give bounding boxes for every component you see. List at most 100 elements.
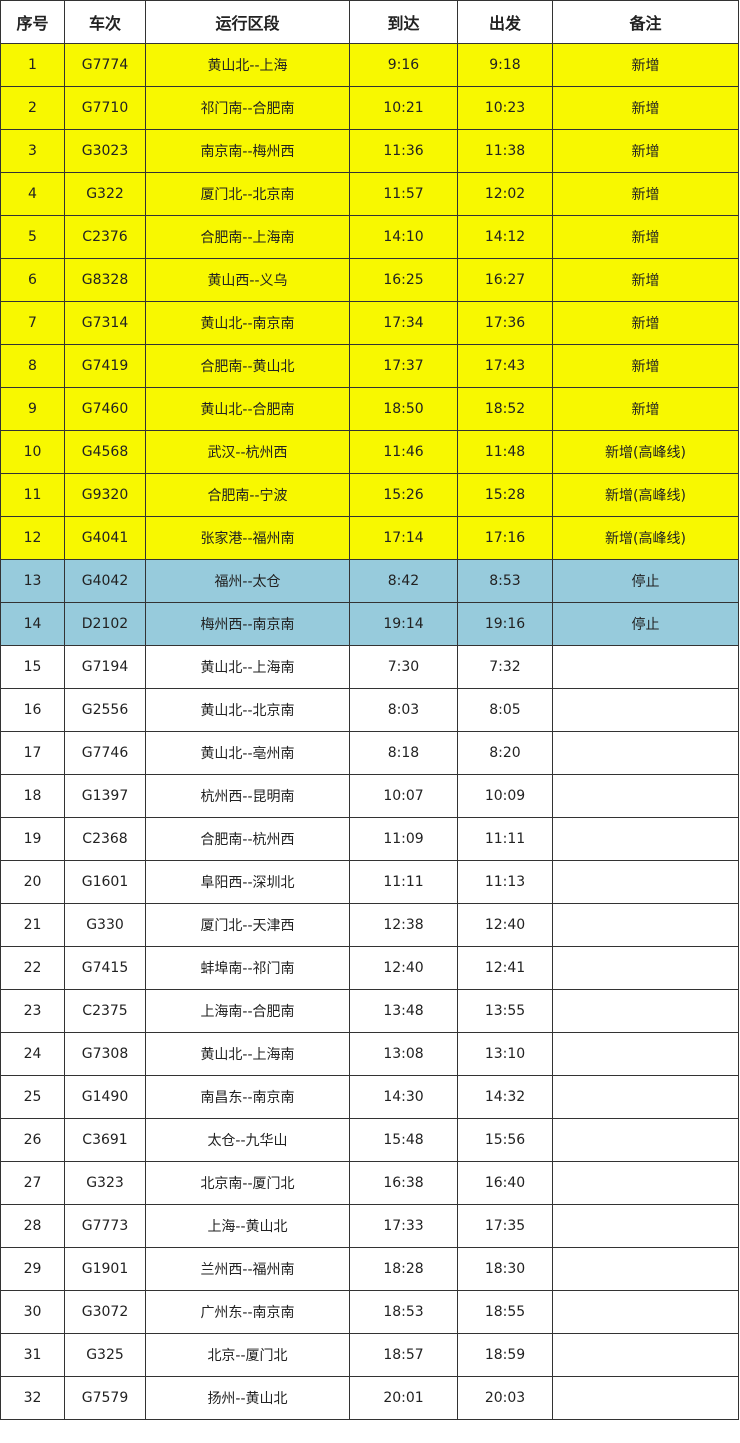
- cell-arrival: 13:08: [349, 1032, 458, 1076]
- cell-remark: [552, 645, 739, 689]
- cell-arrival: 13:48: [349, 989, 458, 1033]
- cell-route: 黄山北--上海南: [145, 1032, 350, 1076]
- cell-route: 合肥南--宁波: [145, 473, 350, 517]
- cell-train-number: G7579: [64, 1376, 146, 1420]
- cell-departure: 18:59: [457, 1333, 553, 1377]
- cell-train-number: G1490: [64, 1075, 146, 1119]
- cell-index: 30: [0, 1290, 65, 1334]
- cell-departure: 12:02: [457, 172, 553, 216]
- cell-route: 扬州--黄山北: [145, 1376, 350, 1420]
- cell-route: 上海--黄山北: [145, 1204, 350, 1248]
- cell-route: 梅州西--南京南: [145, 602, 350, 646]
- cell-arrival: 15:26: [349, 473, 458, 517]
- cell-departure: 12:40: [457, 903, 553, 947]
- cell-index: 31: [0, 1333, 65, 1377]
- cell-arrival: 17:33: [349, 1204, 458, 1248]
- cell-index: 23: [0, 989, 65, 1033]
- cell-route: 杭州西--昆明南: [145, 774, 350, 818]
- table-row: 6 G8328 黄山西--义乌 16:25 16:27 新增: [0, 258, 739, 302]
- cell-departure: 10:09: [457, 774, 553, 818]
- cell-departure: 18:30: [457, 1247, 553, 1291]
- cell-arrival: 14:10: [349, 215, 458, 259]
- cell-index: 9: [0, 387, 65, 431]
- table-row: 10 G4568 武汉--杭州西 11:46 11:48 新增(高峰线): [0, 430, 739, 474]
- cell-departure: 11:48: [457, 430, 553, 474]
- cell-arrival: 11:09: [349, 817, 458, 861]
- cell-remark: [552, 1075, 739, 1119]
- cell-index: 25: [0, 1075, 65, 1119]
- cell-index: 22: [0, 946, 65, 990]
- table-row: 20 G1601 阜阳西--深圳北 11:11 11:13: [0, 860, 739, 904]
- table-row: 32 G7579 扬州--黄山北 20:01 20:03: [0, 1376, 739, 1420]
- cell-route: 南昌东--南京南: [145, 1075, 350, 1119]
- cell-departure: 11:13: [457, 860, 553, 904]
- cell-index: 24: [0, 1032, 65, 1076]
- cell-index: 11: [0, 473, 65, 517]
- table-row: 28 G7773 上海--黄山北 17:33 17:35: [0, 1204, 739, 1248]
- cell-index: 32: [0, 1376, 65, 1420]
- cell-departure: 11:38: [457, 129, 553, 173]
- cell-remark: [552, 1161, 739, 1205]
- cell-index: 26: [0, 1118, 65, 1162]
- cell-train-number: G7460: [64, 387, 146, 431]
- cell-route: 蚌埠南--祁门南: [145, 946, 350, 990]
- cell-arrival: 18:50: [349, 387, 458, 431]
- cell-remark: [552, 1247, 739, 1291]
- cell-remark: 新增(高峰线): [552, 473, 739, 517]
- table-row: 30 G3072 广州东--南京南 18:53 18:55: [0, 1290, 739, 1334]
- cell-departure: 16:40: [457, 1161, 553, 1205]
- cell-arrival: 17:37: [349, 344, 458, 388]
- cell-remark: 停止: [552, 559, 739, 603]
- cell-departure: 8:20: [457, 731, 553, 775]
- header-row: 序号 车次 运行区段 到达 出发 备注: [0, 0, 739, 44]
- cell-train-number: G4042: [64, 559, 146, 603]
- cell-route: 黄山西--义乌: [145, 258, 350, 302]
- header-remark: 备注: [552, 0, 739, 44]
- cell-index: 20: [0, 860, 65, 904]
- cell-departure: 18:55: [457, 1290, 553, 1334]
- table-row: 15 G7194 黄山北--上海南 7:30 7:32: [0, 645, 739, 689]
- cell-remark: 新增: [552, 129, 739, 173]
- cell-remark: 新增(高峰线): [552, 516, 739, 560]
- cell-route: 祁门南--合肥南: [145, 86, 350, 130]
- cell-route: 张家港--福州南: [145, 516, 350, 560]
- cell-remark: [552, 1204, 739, 1248]
- cell-index: 27: [0, 1161, 65, 1205]
- cell-route: 北京南--厦门北: [145, 1161, 350, 1205]
- cell-index: 2: [0, 86, 65, 130]
- cell-departure: 9:18: [457, 43, 553, 87]
- cell-route: 太仓--九华山: [145, 1118, 350, 1162]
- cell-train-number: G323: [64, 1161, 146, 1205]
- cell-train-number: G2556: [64, 688, 146, 732]
- cell-remark: 新增: [552, 301, 739, 345]
- table-row: 13 G4042 福州--太仓 8:42 8:53 停止: [0, 559, 739, 603]
- cell-departure: 17:43: [457, 344, 553, 388]
- cell-train-number: C2375: [64, 989, 146, 1033]
- cell-departure: 8:53: [457, 559, 553, 603]
- cell-route: 上海南--合肥南: [145, 989, 350, 1033]
- cell-arrival: 11:46: [349, 430, 458, 474]
- cell-index: 21: [0, 903, 65, 947]
- table-row: 18 G1397 杭州西--昆明南 10:07 10:09: [0, 774, 739, 818]
- cell-departure: 15:56: [457, 1118, 553, 1162]
- cell-index: 15: [0, 645, 65, 689]
- table-row: 3 G3023 南京南--梅州西 11:36 11:38 新增: [0, 129, 739, 173]
- table-body: 1 G7774 黄山北--上海 9:16 9:18 新增 2 G7710 祁门南--合肥南 10:…: [0, 43, 739, 1420]
- cell-remark: [552, 817, 739, 861]
- cell-departure: 17:16: [457, 516, 553, 560]
- cell-departure: 11:11: [457, 817, 553, 861]
- cell-index: 29: [0, 1247, 65, 1291]
- cell-index: 28: [0, 1204, 65, 1248]
- table-row: 2 G7710 祁门南--合肥南 10:21 10:23 新增: [0, 86, 739, 130]
- cell-index: 10: [0, 430, 65, 474]
- table-row: 12 G4041 张家港--福州南 17:14 17:16 新增(高峰线): [0, 516, 739, 560]
- cell-index: 19: [0, 817, 65, 861]
- cell-remark: [552, 688, 739, 732]
- cell-remark: [552, 989, 739, 1033]
- cell-train-number: G322: [64, 172, 146, 216]
- cell-departure: 13:10: [457, 1032, 553, 1076]
- cell-arrival: 16:38: [349, 1161, 458, 1205]
- cell-arrival: 17:34: [349, 301, 458, 345]
- table-row: 26 C3691 太仓--九华山 15:48 15:56: [0, 1118, 739, 1162]
- table-row: 5 C2376 合肥南--上海南 14:10 14:12 新增: [0, 215, 739, 259]
